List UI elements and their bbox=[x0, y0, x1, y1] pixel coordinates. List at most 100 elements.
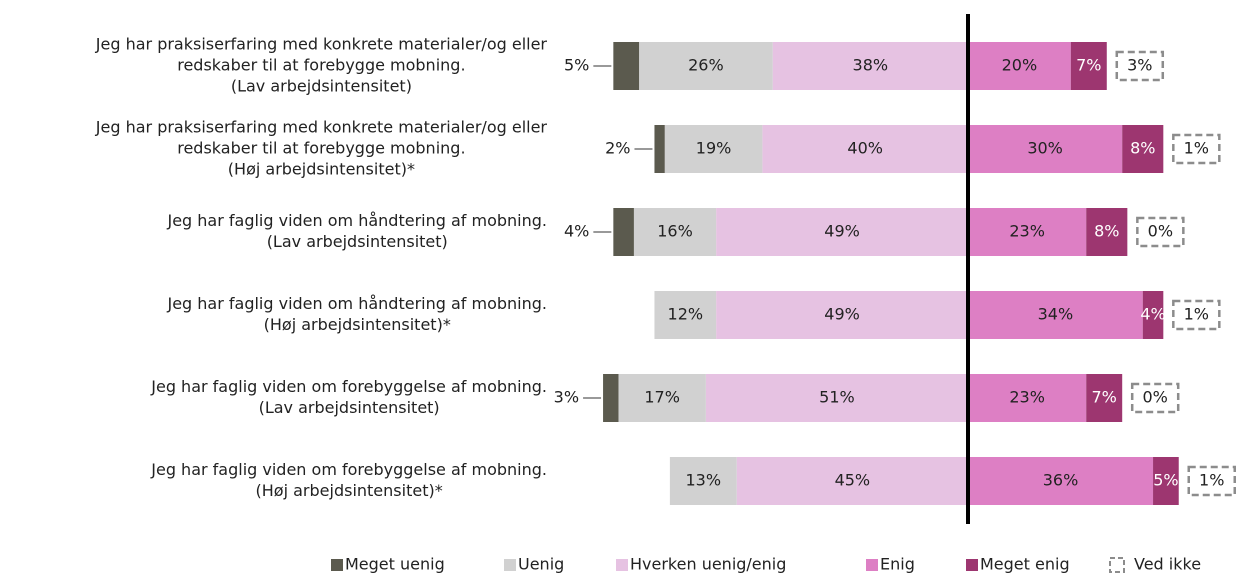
data-label: 1% bbox=[1199, 471, 1224, 490]
ved-ikke-box bbox=[1172, 133, 1221, 165]
data-label: 4% bbox=[1140, 305, 1165, 324]
bar-segment bbox=[669, 457, 737, 505]
bar-segment bbox=[633, 208, 717, 256]
data-label: 40% bbox=[847, 139, 883, 158]
data-label: 38% bbox=[853, 56, 889, 75]
data-label: 3% bbox=[1127, 56, 1152, 75]
category-label: Jeg har faglig viden om forebyggelse af … bbox=[150, 460, 547, 500]
data-label: 19% bbox=[696, 139, 732, 158]
data-label: 5% bbox=[564, 56, 589, 75]
ved-ikke-box bbox=[1115, 50, 1165, 82]
data-label: 34% bbox=[1038, 305, 1074, 324]
category-label-line: (Høj arbejdsintensitet)* bbox=[264, 315, 451, 334]
bar-segment bbox=[968, 125, 1123, 173]
bar-segment bbox=[968, 208, 1087, 256]
bar-segment bbox=[1142, 291, 1164, 339]
ved-ikke-box bbox=[1187, 465, 1236, 497]
bar-segment bbox=[772, 42, 968, 90]
ved-ikke-box bbox=[1136, 216, 1185, 248]
bar-segment bbox=[762, 125, 968, 173]
bar-segment bbox=[736, 457, 968, 505]
bar-segment bbox=[968, 374, 1087, 422]
legend-swatch bbox=[1109, 557, 1125, 573]
category-label-line: redskaber til at forebygge mobning. bbox=[177, 139, 465, 158]
bar-segment bbox=[716, 208, 968, 256]
data-label: 26% bbox=[688, 56, 724, 75]
data-label: 8% bbox=[1094, 222, 1119, 241]
category-label: Jeg har praksiserfaring med konkrete mat… bbox=[95, 118, 548, 179]
data-label: 51% bbox=[819, 388, 855, 407]
legend-swatch bbox=[504, 559, 516, 571]
data-label: 1% bbox=[1184, 305, 1209, 324]
category-label: Jeg har faglig viden om håndtering af mo… bbox=[166, 211, 547, 251]
bar-segment bbox=[1086, 374, 1123, 422]
data-label: 49% bbox=[824, 305, 860, 324]
category-label-line: Jeg har praksiserfaring med konkrete mat… bbox=[95, 118, 548, 137]
category-label-line: (Lav arbejdsintensitet) bbox=[231, 77, 412, 96]
legend-label: Enig bbox=[880, 555, 915, 574]
bar-segment bbox=[654, 291, 717, 339]
ved-ikke-box bbox=[1172, 299, 1221, 331]
category-label-line: Jeg har faglig viden om forebyggelse af … bbox=[150, 460, 547, 479]
data-label: 8% bbox=[1130, 139, 1155, 158]
bar-segment bbox=[705, 374, 968, 422]
category-label-line: Jeg har faglig viden om håndtering af mo… bbox=[166, 211, 547, 230]
data-label: 3% bbox=[554, 388, 579, 407]
category-label-line: (Lav arbejdsintensitet) bbox=[267, 232, 448, 251]
data-label: 4% bbox=[564, 222, 589, 241]
data-label: 0% bbox=[1148, 222, 1173, 241]
category-label: Jeg har faglig viden om forebyggelse af … bbox=[150, 377, 547, 417]
data-label: 30% bbox=[1027, 139, 1063, 158]
bar-segment bbox=[654, 125, 665, 173]
data-label: 20% bbox=[1002, 56, 1038, 75]
category-label: Jeg har praksiserfaring med konkrete mat… bbox=[95, 35, 548, 96]
bar-segment bbox=[613, 208, 634, 256]
data-label: 2% bbox=[605, 139, 630, 158]
data-label: 12% bbox=[668, 305, 704, 324]
data-label: 23% bbox=[1009, 222, 1045, 241]
category-label: Jeg har faglig viden om håndtering af mo… bbox=[166, 294, 547, 334]
category-label-line: (Høj arbejdsintensitet)* bbox=[228, 160, 415, 179]
data-label: 16% bbox=[657, 222, 693, 241]
data-label: 13% bbox=[686, 471, 722, 490]
category-label-line: (Høj arbejdsintensitet)* bbox=[256, 481, 443, 500]
bar-segment bbox=[968, 42, 1071, 90]
legend-label: Uenig bbox=[518, 555, 564, 574]
data-label: 45% bbox=[835, 471, 871, 490]
legend-label: Meget uenig bbox=[345, 555, 445, 574]
data-label: 36% bbox=[1043, 471, 1079, 490]
bar-segment bbox=[1070, 42, 1107, 90]
data-label: 1% bbox=[1184, 139, 1209, 158]
data-label: 23% bbox=[1009, 388, 1045, 407]
category-label-line: Jeg har praksiserfaring med konkrete mat… bbox=[95, 35, 548, 54]
data-label: 49% bbox=[824, 222, 860, 241]
bar-segment bbox=[613, 42, 640, 90]
legend-swatch bbox=[866, 559, 878, 571]
ved-ikke-box bbox=[1130, 382, 1180, 414]
bar-segment bbox=[716, 291, 968, 339]
bar-segment bbox=[1122, 125, 1164, 173]
data-label: 5% bbox=[1153, 471, 1178, 490]
bar-segment bbox=[618, 374, 706, 422]
category-label-line: Jeg har faglig viden om forebyggelse af … bbox=[150, 377, 547, 396]
legend-swatch bbox=[616, 559, 628, 571]
data-label: 0% bbox=[1143, 388, 1168, 407]
category-label-line: redskaber til at forebygge mobning. bbox=[177, 56, 465, 75]
legend-label: Ved ikke bbox=[1134, 555, 1201, 574]
bar-segment bbox=[968, 457, 1154, 505]
data-label: 17% bbox=[644, 388, 680, 407]
bar-segment bbox=[1153, 457, 1179, 505]
bar-segment bbox=[1086, 208, 1128, 256]
bar-segment bbox=[639, 42, 773, 90]
category-label-line: Jeg har faglig viden om håndtering af mo… bbox=[166, 294, 547, 313]
legend-swatch bbox=[331, 559, 343, 571]
legend-label: Meget enig bbox=[980, 555, 1070, 574]
bar-segment bbox=[664, 125, 763, 173]
bar-segment bbox=[968, 291, 1143, 339]
legend-label: Hverken uenig/enig bbox=[630, 555, 786, 574]
legend-swatch bbox=[966, 559, 978, 571]
category-label-line: (Lav arbejdsintensitet) bbox=[259, 398, 440, 417]
bar-segment bbox=[603, 374, 619, 422]
data-label: 7% bbox=[1092, 388, 1117, 407]
